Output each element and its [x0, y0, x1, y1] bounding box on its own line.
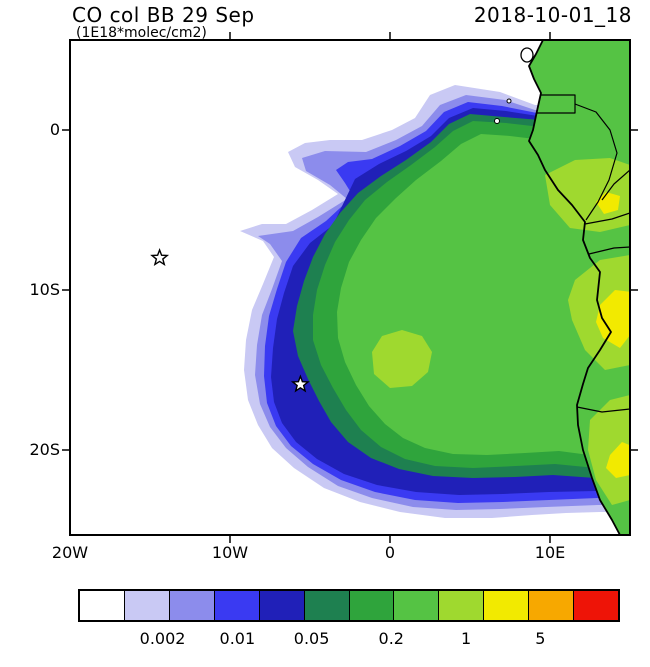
contour-field	[240, 40, 630, 535]
tick-marks	[62, 32, 638, 543]
colorbar-cell	[573, 591, 619, 620]
coastline	[528, 40, 621, 535]
colorbar-cell	[303, 591, 349, 620]
y-axis-label-10s: 10S	[29, 280, 60, 299]
colorbar-cell	[213, 591, 259, 620]
star-marker	[290, 374, 310, 393]
colorbar-labels: 0.002 0.01 0.05 0.2 1 5	[78, 629, 620, 651]
contour-patch-yellow-mid	[596, 290, 630, 348]
island-saotome	[494, 118, 500, 124]
island-principe	[506, 98, 512, 104]
colorbar-cell	[348, 591, 394, 620]
colorbar-cell	[483, 591, 529, 620]
colorbar-cell	[438, 591, 484, 620]
colorbar-label: 0.2	[378, 629, 404, 648]
island-bioko	[520, 47, 534, 63]
contour-patch-yellowgreen-north	[545, 158, 630, 232]
plot-title: CO col BB 29 Sep	[72, 3, 255, 27]
map-canvas	[62, 32, 638, 543]
colorbar-cell	[168, 591, 214, 620]
colorbar-label: 0.05	[293, 629, 330, 648]
contour-patch-yellowgreen-ocean	[372, 330, 432, 388]
y-axis-label-eq: 0	[49, 120, 60, 139]
colorbar-cell	[528, 591, 574, 620]
x-axis-label-10w: 10W	[211, 543, 249, 562]
colorbar-cell	[123, 591, 169, 620]
colorbar-label: 5	[535, 629, 546, 648]
contour-patch-yellowgreen-south	[588, 395, 630, 505]
colorbar-label: 1	[460, 629, 472, 648]
colorbar-label: 0.01	[219, 629, 256, 648]
colorbar	[78, 589, 620, 622]
country-borders	[537, 94, 630, 413]
islands	[494, 47, 534, 124]
colorbar-cell	[258, 591, 304, 620]
contour-patch-yellow-south	[606, 442, 630, 478]
plot-units-label: (1E18*molec/cm2)	[76, 25, 207, 41]
x-axis-label-10e: 10E	[534, 543, 566, 562]
x-axis-label-0: 0	[384, 543, 396, 562]
colorbar-label: 0.002	[139, 629, 186, 648]
y-axis-label-20s: 20S	[29, 440, 60, 459]
x-axis-label-20w: 20W	[51, 543, 89, 562]
colorbar-cell	[393, 591, 439, 620]
star-marker	[150, 248, 170, 267]
map-frame	[69, 39, 631, 536]
star-markers	[150, 248, 310, 393]
colorbar-cell	[80, 591, 124, 620]
contour-patch-yellow-north	[596, 192, 620, 214]
plot-timestamp: 2018-10-01_18	[473, 3, 632, 27]
